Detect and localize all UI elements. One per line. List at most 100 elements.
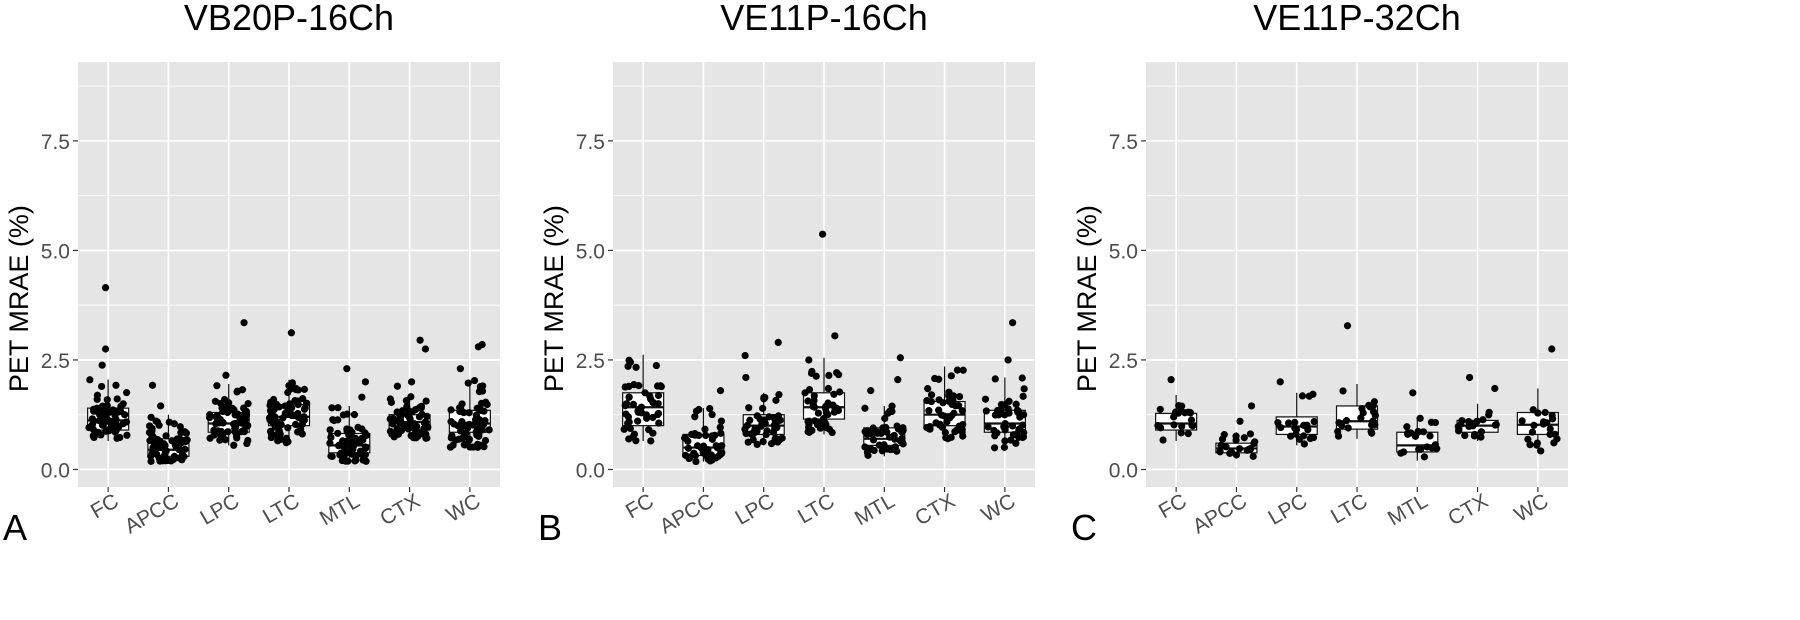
data-point: [326, 426, 334, 434]
box-LPC: [741, 338, 786, 449]
data-point: [818, 230, 827, 238]
data-point: [1178, 422, 1186, 430]
panel-A: 0.0 2.5 5.0 7.5 PET MRAE (%) VB20P-16Ch A FCAPC…: [3, 0, 500, 548]
data-point: [1291, 418, 1299, 426]
data-point: [1533, 441, 1541, 449]
data-point: [759, 404, 767, 412]
data-point: [763, 427, 771, 435]
data-point: [955, 392, 964, 401]
data-point: [997, 400, 1005, 409]
data-point: [416, 336, 424, 344]
box-LTC: [801, 230, 846, 437]
data-point: [478, 341, 486, 349]
data-point: [351, 439, 359, 448]
data-point: [88, 415, 96, 423]
data-point: [224, 428, 232, 436]
data-point: [1546, 430, 1554, 438]
data-point: [958, 407, 966, 415]
data-point: [654, 409, 663, 418]
data-point: [760, 416, 768, 424]
data-point: [811, 417, 819, 425]
data-point: [717, 417, 725, 425]
data-point: [647, 395, 655, 403]
data-point: [481, 436, 490, 445]
data-point: [392, 429, 401, 438]
data-point: [269, 398, 277, 407]
data-point: [1548, 345, 1556, 353]
data-point: [1012, 439, 1020, 447]
box-CTX: [386, 336, 432, 442]
data-point: [1249, 452, 1257, 460]
data-point: [1184, 408, 1192, 416]
data-point: [112, 381, 120, 389]
data-point: [1543, 419, 1551, 427]
box-APCC: [1215, 402, 1259, 460]
y-tick-label: 2.5: [1109, 350, 1138, 373]
data-point: [466, 443, 474, 451]
data-point: [1530, 421, 1538, 429]
data-point: [824, 410, 832, 419]
data-point: [805, 423, 813, 431]
data-point: [629, 400, 637, 408]
x-tick-label: LPC: [1264, 489, 1311, 529]
x-tick-label: WC: [978, 489, 1020, 526]
box-WC: [446, 341, 493, 451]
data-point: [481, 417, 489, 425]
data-point: [706, 404, 714, 413]
data-point: [236, 412, 244, 421]
data-point: [984, 423, 992, 431]
data-point: [1303, 421, 1311, 429]
data-point: [483, 400, 491, 409]
panel-letter: C: [1071, 507, 1097, 548]
data-point: [450, 420, 458, 428]
data-point: [923, 396, 931, 405]
data-point: [745, 404, 753, 412]
data-point: [89, 425, 98, 434]
data-point: [123, 431, 131, 439]
x-tick-label: WC: [443, 489, 485, 526]
data-point: [1334, 432, 1343, 440]
data-point: [1285, 419, 1293, 427]
data-point: [893, 422, 901, 430]
data-point: [1309, 433, 1318, 442]
panel-B: 0.0 2.5 5.0 7.5 PET MRAE (%) VE11P-16Ch B FCAPC…: [538, 0, 1035, 548]
data-point: [1189, 422, 1197, 430]
data-point: [1217, 441, 1225, 450]
data-point: [1339, 387, 1347, 395]
data-point: [824, 399, 832, 407]
data-point: [955, 402, 963, 410]
data-point: [160, 440, 168, 448]
data-point: [1310, 417, 1318, 426]
data-point: [1371, 411, 1379, 420]
data-point: [422, 434, 430, 442]
data-point: [945, 392, 953, 400]
data-point: [1470, 432, 1479, 440]
data-point: [697, 444, 705, 452]
data-point: [945, 397, 953, 405]
data-point: [465, 409, 473, 417]
data-point: [1016, 410, 1024, 418]
box-LPC: [1274, 378, 1318, 448]
data-point: [351, 457, 359, 465]
data-point: [743, 421, 751, 430]
data-point: [805, 428, 813, 436]
data-point: [464, 379, 472, 387]
y-tick-label: 0.0: [576, 459, 605, 482]
data-point: [457, 404, 465, 413]
data-point: [635, 382, 643, 390]
box-MTL: [861, 354, 907, 459]
data-point: [869, 436, 878, 444]
data-point: [1414, 427, 1422, 436]
data-point: [716, 423, 724, 431]
data-point: [240, 319, 248, 327]
data-point: [1156, 405, 1164, 413]
data-point: [343, 365, 351, 373]
box-APCC: [145, 381, 191, 465]
data-point: [339, 437, 347, 445]
box-LTC: [1334, 322, 1379, 440]
data-point: [101, 284, 110, 292]
data-point: [702, 431, 710, 440]
data-point: [701, 425, 709, 433]
data-point: [620, 425, 628, 433]
x-tick-label: LPC: [196, 489, 243, 529]
